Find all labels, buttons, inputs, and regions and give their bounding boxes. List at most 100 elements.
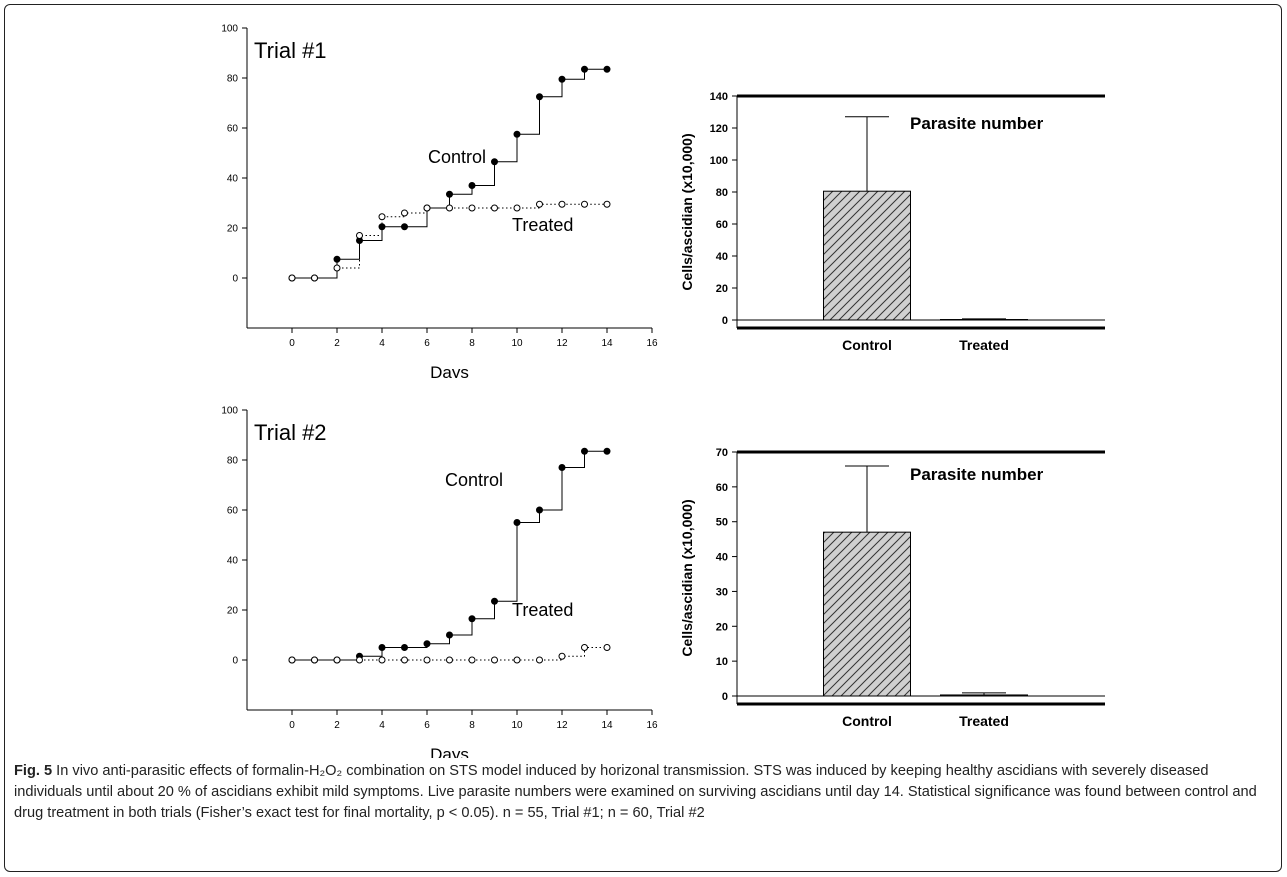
data-point-control bbox=[581, 447, 588, 455]
y-tick-label: 80 bbox=[716, 187, 728, 199]
data-point-treated bbox=[401, 656, 408, 664]
data-point-treated bbox=[311, 274, 318, 282]
y-tick-label: 30 bbox=[716, 586, 728, 598]
bar-chart-parasite-trial-2: 0 10 20 30 40 50 60 70 Cells/ascidian (x10,000) P… bbox=[679, 447, 1105, 729]
y-tick-label: 60 bbox=[227, 506, 239, 517]
series-label-control: Control bbox=[428, 147, 486, 167]
bar-control bbox=[823, 531, 911, 697]
data-point-treated bbox=[288, 274, 296, 282]
data-point-treated bbox=[513, 204, 521, 212]
y-tick-label: 80 bbox=[227, 74, 239, 85]
bar-control bbox=[823, 190, 911, 321]
y-tick-label: 60 bbox=[227, 124, 239, 135]
x-tick-label: 12 bbox=[556, 338, 568, 349]
x-tick-label: 14 bbox=[601, 338, 613, 349]
data-point-treated bbox=[446, 204, 453, 212]
data-point-treated bbox=[468, 204, 476, 212]
x-tick-label: 8 bbox=[469, 720, 475, 731]
chart-title: Parasite number bbox=[910, 114, 1044, 133]
x-tick-label: 0 bbox=[289, 720, 295, 731]
data-point-control bbox=[378, 644, 386, 651]
data-point-treated bbox=[603, 644, 611, 651]
y-tick-label: 0 bbox=[722, 691, 728, 703]
data-point-treated bbox=[558, 652, 566, 660]
data-point-control bbox=[446, 631, 453, 639]
data-point-control bbox=[401, 223, 408, 231]
data-point-control bbox=[333, 255, 341, 263]
category-label: Treated bbox=[959, 337, 1009, 353]
data-point-control bbox=[446, 190, 453, 198]
data-point-control bbox=[491, 597, 498, 605]
x-tick-label: 0 bbox=[289, 338, 295, 349]
data-point-control bbox=[603, 65, 611, 73]
series-label-control: Control bbox=[445, 470, 503, 490]
data-point-treated bbox=[491, 656, 498, 664]
y-tick-label: 0 bbox=[722, 315, 728, 327]
y-tick-label: 140 bbox=[710, 91, 728, 103]
data-point-treated bbox=[558, 200, 566, 208]
figure-caption: Fig. 5 In vivo anti-parasitic effects of… bbox=[14, 761, 1276, 824]
y-tick-label: 20 bbox=[716, 283, 728, 295]
category-label: Control bbox=[842, 713, 892, 729]
data-point-control bbox=[581, 65, 588, 73]
data-point-treated bbox=[401, 209, 408, 217]
y-tick-label: 120 bbox=[710, 123, 728, 135]
series-label-treated: Treated bbox=[512, 600, 573, 620]
data-point-treated bbox=[536, 656, 543, 664]
data-point-treated bbox=[513, 656, 521, 664]
x-tick-label: 6 bbox=[424, 338, 430, 349]
caption-label: Fig. 5 bbox=[14, 763, 53, 779]
y-tick-label: 50 bbox=[716, 517, 728, 529]
data-point-treated bbox=[468, 656, 476, 664]
data-point-treated bbox=[378, 213, 386, 221]
y-tick-label: 100 bbox=[221, 406, 238, 417]
data-point-treated bbox=[446, 656, 453, 664]
data-point-treated bbox=[423, 656, 431, 664]
y-tick-label: 40 bbox=[716, 251, 728, 263]
data-point-control bbox=[513, 130, 521, 138]
series-line-control bbox=[292, 68, 607, 279]
data-point-control bbox=[603, 447, 611, 455]
y-tick-label: 20 bbox=[227, 224, 239, 235]
y-tick-label: 40 bbox=[227, 556, 239, 567]
x-tick-label: 10 bbox=[511, 338, 523, 349]
y-tick-label: 100 bbox=[221, 24, 238, 35]
x-tick-label: 2 bbox=[334, 338, 340, 349]
y-tick-label: 20 bbox=[227, 606, 239, 617]
x-tick-label: 4 bbox=[379, 338, 385, 349]
y-tick-label: 20 bbox=[716, 621, 728, 633]
data-point-control bbox=[468, 182, 476, 189]
data-point-treated bbox=[581, 644, 588, 651]
y-tick-label: 70 bbox=[716, 447, 728, 459]
x-tick-label: 14 bbox=[601, 720, 613, 731]
data-point-treated bbox=[356, 232, 363, 239]
chart-title: Parasite number bbox=[910, 465, 1044, 484]
caption-text: In vivo anti-parasitic effects of formal… bbox=[14, 763, 1257, 821]
figure-frame bbox=[4, 4, 1282, 872]
data-point-control bbox=[513, 519, 521, 526]
data-point-treated bbox=[536, 200, 543, 208]
data-point-control bbox=[468, 615, 476, 623]
data-point-control bbox=[378, 223, 386, 231]
data-point-treated bbox=[581, 200, 588, 208]
y-tick-label: 100 bbox=[710, 155, 728, 167]
x-axis-title: Days bbox=[430, 745, 469, 758]
category-label: Treated bbox=[959, 713, 1009, 729]
data-point-control bbox=[536, 506, 543, 514]
line-chart-trial-1: 0204060801000246810121416DaysMortality (… bbox=[221, 24, 658, 379]
x-tick-label: 12 bbox=[556, 720, 568, 731]
data-point-treated bbox=[333, 656, 341, 664]
data-point-control bbox=[536, 93, 543, 101]
chart-title: Trial #1 bbox=[254, 38, 327, 63]
y-tick-label: 40 bbox=[227, 174, 239, 185]
data-point-treated bbox=[333, 264, 341, 272]
data-point-treated bbox=[288, 656, 296, 664]
line-chart-trial-2: 0204060801000246810121416DaysMortality (… bbox=[221, 406, 658, 759]
x-axis-title: Days bbox=[430, 363, 469, 378]
data-point-treated bbox=[311, 656, 318, 664]
data-point-control bbox=[558, 464, 566, 471]
y-tick-label: 0 bbox=[232, 274, 238, 285]
y-tick-label: 40 bbox=[716, 552, 728, 564]
data-point-treated bbox=[491, 204, 498, 212]
x-tick-label: 8 bbox=[469, 338, 475, 349]
